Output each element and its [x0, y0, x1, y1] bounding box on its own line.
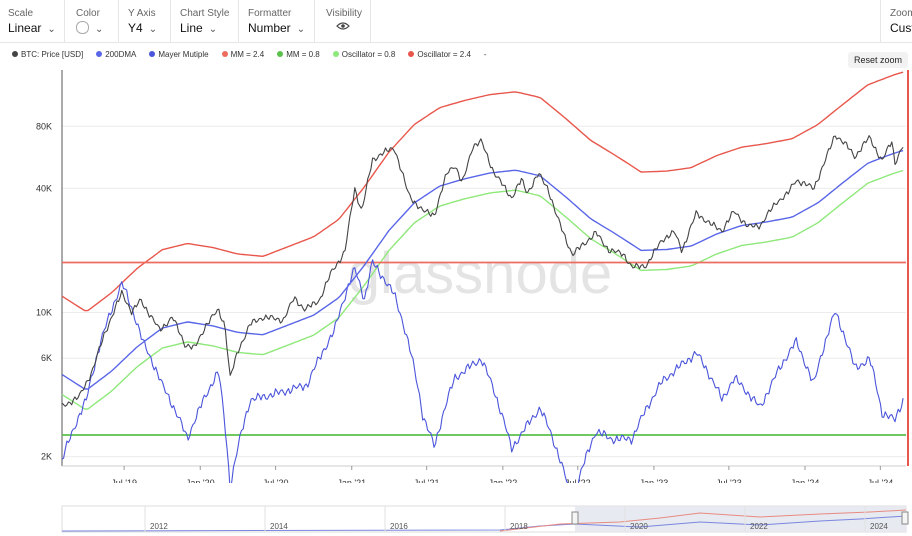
watermark-text: glassnode — [348, 241, 612, 306]
navigator-label: 2022 — [750, 522, 768, 531]
chevron-down-icon: ⌄ — [208, 24, 218, 35]
grid-lines — [62, 125, 906, 458]
navigator-series-line — [61, 515, 907, 532]
legend-dot-icon — [277, 51, 284, 57]
color-swatch — [76, 21, 89, 34]
formatter-dropdown[interactable]: Formatter Number ⌄ — [238, 0, 315, 42]
y-tick-label: 10K — [36, 307, 52, 317]
chart-legend: BTC: Price [USD] 200DMA Mayer Mutiple MM = … — [12, 50, 500, 64]
y-tick-label: 40K — [36, 183, 52, 193]
chart-style-label: Chart Style — [180, 8, 230, 19]
x-tick-label: Jul '23 — [716, 478, 742, 483]
chart-style-dropdown[interactable]: Chart Style Line ⌄ — [170, 0, 239, 42]
x-tick-label: Jan '24 — [791, 478, 820, 483]
legend-label: Mayer Mutiple — [158, 50, 209, 59]
legend-label: Oscillator = 0.8 — [341, 50, 396, 59]
scale-dropdown[interactable]: Scale Linear ⌄ — [0, 0, 65, 42]
chevron-down-icon: ⌄ — [95, 24, 104, 35]
formatter-value: Number ⌄ — [248, 21, 305, 35]
series-line-mayer-mutiple — [61, 259, 904, 483]
navigator-handle-right[interactable] — [901, 511, 909, 525]
navigator-band-line — [499, 509, 907, 532]
series-line-btc-price-usd — [61, 135, 904, 407]
chevron-down-icon: ⌄ — [148, 24, 158, 35]
zoom-value: Custo — [890, 21, 912, 35]
legend-dot-icon — [96, 51, 103, 57]
navigator-label: 2012 — [150, 522, 168, 531]
color-label: Color — [76, 8, 100, 19]
legend-label: 200DMA — [105, 50, 137, 59]
legend-item-btc-price-usd[interactable]: BTC: Price [USD] — [12, 50, 83, 59]
x-tick-label: Jan '22 — [488, 478, 517, 483]
series-line-200dma — [61, 149, 904, 390]
legend-dot-icon — [149, 51, 156, 57]
legend-dot-icon — [408, 51, 415, 57]
y-tick-label: 6K — [41, 353, 52, 363]
x-tick-label: Jul '20 — [263, 478, 289, 483]
series-line-oscillator-2-4 — [61, 71, 904, 312]
reset-zoom-button[interactable]: Reset zoom — [848, 52, 908, 68]
legend-item-mm-2-4[interactable]: MM = 2.4 — [221, 50, 265, 59]
chart-style-value-text: Line — [180, 21, 203, 35]
yaxis-value: Y4 ⌄ — [128, 21, 157, 35]
navigator-label: 2024 — [870, 522, 888, 531]
series-line-oscillator-0-8 — [61, 169, 904, 410]
scale-label: Scale — [8, 8, 34, 19]
scale-value: Linear ⌄ — [8, 21, 56, 35]
navigator-label: 2020 — [630, 522, 648, 531]
legend-label: - — [483, 50, 487, 59]
eye-icon[interactable] — [336, 20, 350, 34]
legend-label: Oscillator = 2.4 — [417, 50, 471, 59]
yaxis-label: Y Axis — [128, 8, 156, 19]
legend-dot-icon — [332, 51, 339, 57]
navigator-label: 2014 — [270, 522, 288, 531]
chart-plot: glassnode 2K 6K 10K 40K 80K Jul '19 Jan '20 Jul… — [36, 70, 909, 483]
zoom-label: Zoom — [890, 8, 912, 19]
y-tick-label: 80K — [36, 121, 52, 131]
zoom-dropdown[interactable]: Zoom Custo — [880, 0, 912, 42]
x-tick-label: Jan '20 — [186, 478, 215, 483]
legend-label: MM = 2.4 — [230, 50, 265, 59]
x-tick-label: Jan '21 — [337, 478, 366, 483]
visibility-toggle[interactable]: Visibility — [314, 0, 371, 42]
legend-dot-icon — [221, 51, 228, 57]
legend-item-oscillator-2-4[interactable]: Oscillator = 2.4 — [408, 50, 471, 59]
chart-style-value: Line ⌄ — [180, 21, 217, 35]
legend-dot-icon — [12, 51, 18, 57]
x-tick-label: Jan '23 — [640, 478, 669, 483]
formatter-label: Formatter — [248, 8, 292, 19]
legend-item-oscillator-0-8[interactable]: Oscillator = 0.8 — [332, 50, 396, 59]
navigator-handle-left[interactable] — [571, 511, 579, 525]
formatter-value-text: Number — [248, 21, 291, 35]
legend-item-mm-0-8[interactable]: MM = 0.8 — [277, 50, 320, 59]
x-tick-label: Jul '22 — [565, 478, 591, 483]
yaxis-dropdown[interactable]: Y Axis Y4 ⌄ — [118, 0, 171, 42]
chevron-down-icon: ⌄ — [296, 24, 306, 35]
navigator-label: 2016 — [390, 522, 408, 531]
legend-item-mayer-mutiple[interactable]: Mayer Mutiple — [149, 50, 209, 59]
x-tick-label: Jul '24 — [867, 478, 893, 483]
legend-label: MM = 0.8 — [286, 50, 320, 59]
x-tick-label: Jul '19 — [111, 478, 137, 483]
legend-item-extra[interactable]: - — [484, 50, 487, 59]
yaxis-value-text: Y4 — [128, 21, 143, 35]
navigator-label: 2018 — [510, 522, 528, 531]
legend-item-200dma[interactable]: 200DMA — [96, 50, 136, 59]
y-tick-label: 2K — [41, 452, 52, 462]
range-navigator[interactable]: 2012 2014 2016 2018 2020 2022 2024 — [0, 500, 912, 536]
scale-value-text: Linear — [8, 21, 42, 35]
color-value: ⌄ — [76, 21, 103, 35]
chart-toolbar: Scale Linear ⌄ Color ⌄ Y Axis Y4 ⌄ Chart S… — [0, 0, 912, 43]
chevron-down-icon: ⌄ — [47, 24, 56, 35]
visibility-label: Visibility — [326, 8, 362, 19]
legend-label: BTC: Price [USD] — [21, 50, 84, 59]
x-tick-label: Jul '21 — [414, 478, 440, 483]
color-dropdown[interactable]: Color ⌄ — [64, 0, 119, 42]
